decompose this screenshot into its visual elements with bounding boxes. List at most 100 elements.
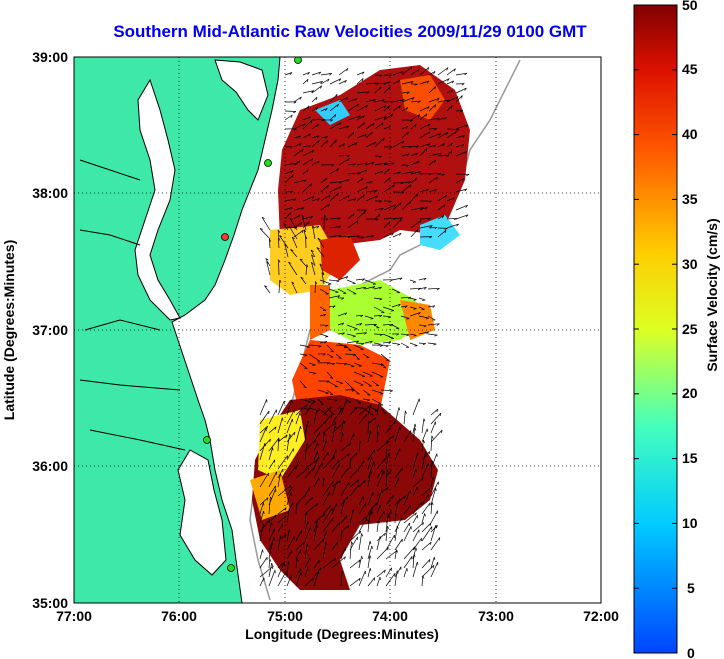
velocity-arrow: [299, 353, 308, 356]
velocity-arrow: [284, 244, 289, 258]
velocity-arrow-head: [425, 317, 429, 320]
velocity-arrow-head: [373, 99, 376, 102]
velocity-arrow-head: [375, 218, 379, 221]
velocity-arrow: [295, 558, 298, 569]
velocity-arrow: [412, 427, 416, 443]
velocity-arrow-head: [278, 438, 281, 442]
velocity-arrow: [331, 459, 340, 470]
velocity-arrow: [412, 452, 418, 470]
velocity-arrow: [322, 481, 334, 497]
velocity-arrow: [317, 389, 329, 394]
velocity-arrow-head: [415, 177, 417, 182]
velocity-arrow: [427, 315, 436, 321]
velocity-arrow: [284, 211, 292, 220]
velocity-arrow-head: [380, 344, 383, 348]
velocity-arrow-head: [361, 343, 365, 346]
velocity-arrow: [367, 405, 371, 416]
velocity-arrow: [293, 149, 304, 157]
velocity-arrow: [358, 556, 363, 569]
velocity-arrow: [358, 496, 364, 506]
velocity-arrow: [446, 96, 459, 103]
velocity-arrow-head: [445, 194, 448, 198]
velocity-arrow-head: [410, 81, 414, 84]
velocity-arrow-head: [347, 155, 351, 158]
velocity-arrow-head: [380, 393, 384, 395]
velocity-arrow: [367, 456, 373, 470]
velocity-arrow: [385, 567, 392, 578]
velocity-arrow: [347, 131, 355, 139]
velocity-arrow: [349, 433, 355, 443]
velocity-arrow-head: [351, 366, 355, 368]
velocity-arrow-head: [374, 417, 377, 421]
velocity-arrow-head: [284, 243, 288, 247]
velocity-arrow-head: [338, 460, 340, 464]
colorbar-tick-label: 50: [682, 0, 698, 13]
velocity-arrow: [295, 568, 302, 578]
velocity-arrow-head: [361, 278, 365, 281]
velocity-arrow: [410, 145, 419, 148]
velocity-arrow-head: [328, 194, 331, 198]
velocity-arrow: [356, 91, 370, 94]
velocity-arrow-head: [361, 177, 364, 182]
velocity-arrow: [385, 572, 396, 587]
velocity-arrow: [344, 380, 355, 390]
velocity-arrow-head: [293, 101, 297, 104]
velocity-arrow-head: [303, 541, 305, 545]
velocity-arrow: [329, 217, 341, 220]
velocity-arrow-head: [399, 202, 402, 206]
velocity-arrow: [394, 525, 398, 542]
velocity-arrow-head: [391, 233, 394, 236]
velocity-arrow-head: [389, 74, 392, 77]
y-tick-label: 37:00: [32, 322, 68, 338]
velocity-arrow: [335, 362, 347, 365]
velocity-arrow: [314, 281, 316, 294]
velocity-arrow-head: [402, 99, 405, 102]
velocity-arrow: [326, 344, 334, 353]
velocity-arrow-head: [399, 217, 403, 220]
velocity-arrow: [331, 521, 341, 533]
velocity-arrow: [371, 362, 384, 366]
velocity-arrow: [308, 353, 321, 362]
velocity-arrow: [308, 371, 317, 374]
velocity-arrow: [304, 442, 308, 461]
velocity-arrow-head: [262, 549, 264, 553]
velocity-arrow: [293, 96, 302, 103]
velocity-arrow-head: [291, 399, 293, 403]
velocity-arrow: [329, 234, 342, 238]
velocity-arrow: [421, 564, 435, 578]
velocity-arrow-head: [464, 87, 467, 91]
velocity-arrow-head: [303, 229, 307, 233]
velocity-arrow-head: [324, 421, 327, 425]
velocity-arrow: [383, 168, 390, 175]
velocity-arrow-head: [316, 524, 319, 528]
velocity-arrow-head: [342, 432, 344, 436]
velocity-arrow-head: [413, 554, 416, 558]
velocity-arrow: [311, 123, 319, 130]
velocity-arrow: [268, 570, 276, 587]
velocity-arrow: [409, 287, 421, 290]
velocity-arrow: [317, 398, 324, 406]
velocity-arrow-head: [355, 452, 358, 456]
velocity-arrow-head: [405, 107, 409, 111]
velocity-arrow: [385, 514, 389, 533]
velocity-arrow-head: [347, 158, 350, 162]
velocity-arrow: [419, 218, 431, 220]
velocity-arrow: [383, 184, 395, 193]
velocity-arrow: [403, 489, 411, 506]
velocity-arrow: [455, 204, 468, 211]
velocity-arrow: [268, 239, 271, 249]
velocity-arrow-head: [345, 276, 349, 279]
velocity-arrow-head: [434, 86, 436, 90]
velocity-arrow-head: [306, 442, 309, 446]
velocity-arrow-head: [339, 186, 342, 189]
velocity-arrow-head: [390, 324, 394, 327]
velocity-arrow: [295, 530, 303, 542]
velocity-arrow: [304, 577, 314, 587]
velocity-arrow-head: [336, 481, 338, 485]
velocity-arrow: [284, 174, 294, 184]
velocity-arrow-head: [361, 236, 365, 239]
velocity-arrow: [317, 407, 328, 416]
velocity-arrow: [394, 512, 396, 524]
velocity-arrow: [400, 296, 411, 299]
velocity-arrow: [328, 288, 339, 293]
